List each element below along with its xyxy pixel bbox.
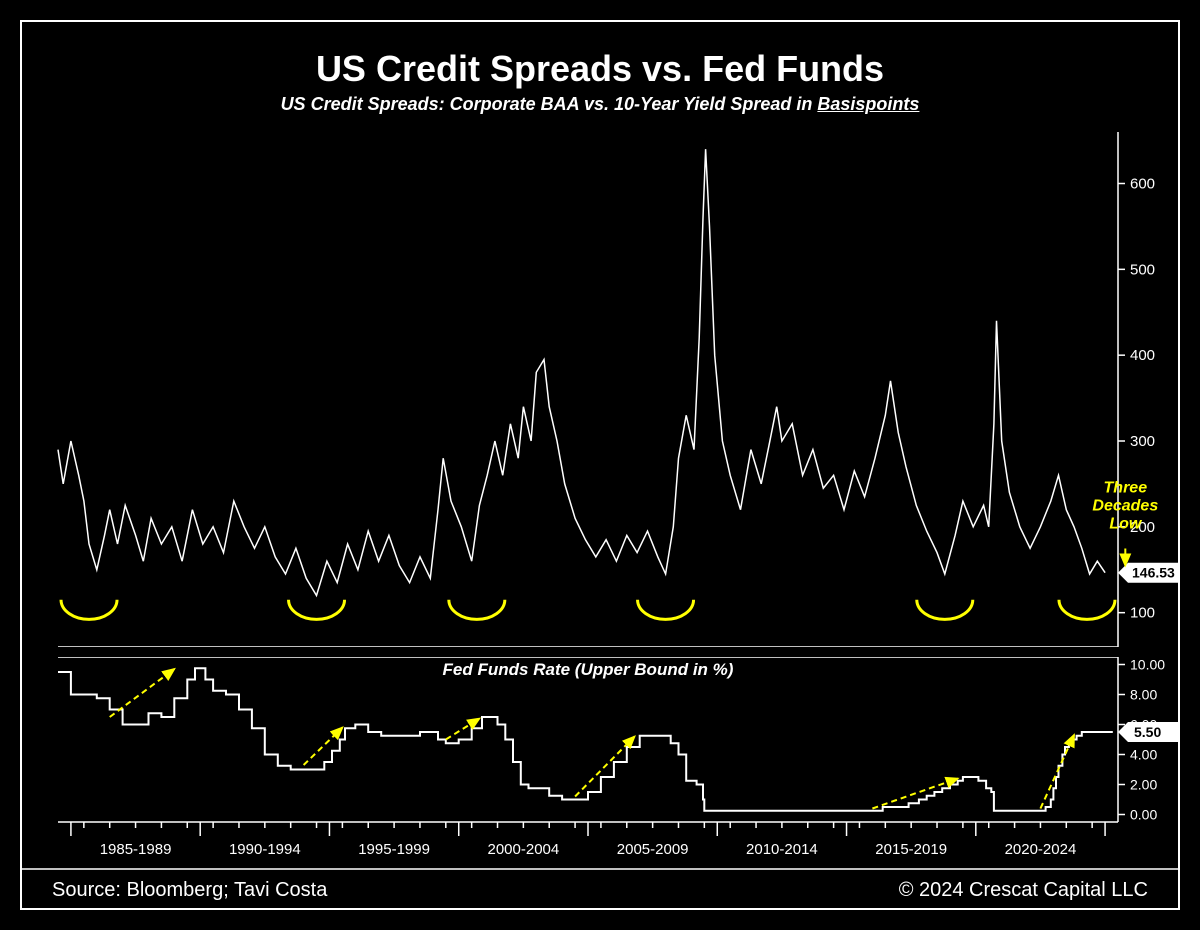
top-panel-svg: 100200300400500600146.53ThreeDecadesLow: [22, 132, 1178, 647]
chart-frame: US Credit Spreads vs. Fed Funds US Credi…: [20, 20, 1180, 910]
footer-source: Source: Bloomberg; Tavi Costa: [52, 879, 327, 902]
svg-text:2010-2014: 2010-2014: [746, 841, 818, 858]
chart-main-title: US Credit Spreads vs. Fed Funds: [22, 48, 1178, 90]
svg-text:Three: Three: [1104, 480, 1148, 497]
svg-text:400: 400: [1130, 347, 1155, 364]
svg-text:2020-2024: 2020-2024: [1005, 841, 1077, 858]
svg-text:8.00: 8.00: [1130, 687, 1157, 703]
svg-text:146.53: 146.53: [1132, 565, 1175, 581]
svg-text:600: 600: [1130, 176, 1155, 193]
svg-text:10.00: 10.00: [1130, 657, 1165, 673]
svg-text:2000-2004: 2000-2004: [487, 841, 559, 858]
svg-text:2.00: 2.00: [1130, 777, 1157, 793]
svg-text:500: 500: [1130, 261, 1155, 278]
svg-text:300: 300: [1130, 433, 1155, 450]
svg-text:Decades: Decades: [1092, 498, 1158, 515]
svg-text:2005-2009: 2005-2009: [617, 841, 689, 858]
svg-text:Fed Funds Rate (Upper Bound in: Fed Funds Rate (Upper Bound in %): [443, 660, 734, 679]
svg-text:1990-1994: 1990-1994: [229, 841, 301, 858]
svg-text:1995-1999: 1995-1999: [358, 841, 430, 858]
svg-text:Low: Low: [1109, 516, 1143, 533]
chart-subtitle: US Credit Spreads: Corporate BAA vs. 10-…: [22, 94, 1178, 115]
svg-text:2015-2019: 2015-2019: [875, 841, 947, 858]
svg-text:1985-1989: 1985-1989: [100, 841, 172, 858]
x-axis-svg: 1985-1989 1990-1994 1995-1999 2000-2004 2005…: [22, 822, 1178, 877]
svg-text:4.00: 4.00: [1130, 747, 1157, 763]
footer-copyright: © 2024 Crescat Capital LLC: [899, 879, 1148, 902]
svg-text:100: 100: [1130, 605, 1155, 622]
svg-text:0.00: 0.00: [1130, 807, 1157, 823]
svg-text:5.50: 5.50: [1134, 724, 1161, 740]
bottom-panel-svg: 0.002.004.006.008.0010.00Fed Funds Rate …: [22, 657, 1178, 822]
